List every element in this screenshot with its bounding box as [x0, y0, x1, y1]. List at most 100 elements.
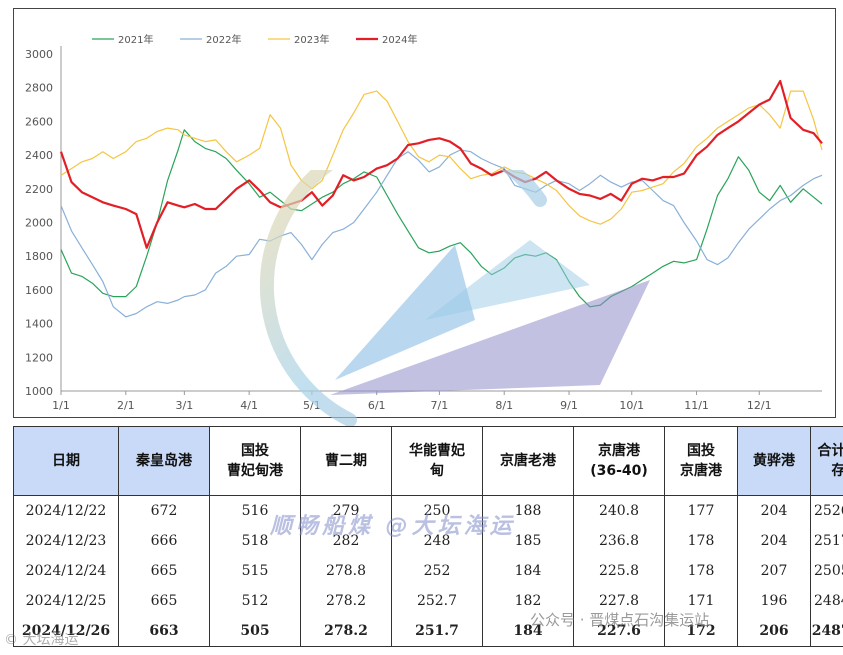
line-chart: 1000 1200 1400 1600 1800 2000 2200 2400 2600 2800…: [25, 33, 823, 412]
table-cell: 518: [209, 526, 301, 556]
y-tick-label: 1200: [25, 351, 53, 364]
header-cell: 京唐老港: [482, 426, 574, 496]
header-cell-text: 华能曹妃: [409, 443, 465, 459]
table-cell: 206: [737, 616, 811, 647]
port-inventory-table: 日期 秦皇岛港 国投 曹妃甸港 曹二期 华能曹妃甸京唐老港 京唐港 (36-40) 国投 京唐港黄…: [13, 426, 843, 647]
table-cell: 672: [118, 495, 210, 526]
header-cell-text: 国投: [241, 443, 269, 459]
table-header-row: 日期 秦皇岛港 国投 曹妃甸港 曹二期 华能曹妃甸京唐老港 京唐港 (36-40) 国投 京唐港黄…: [13, 426, 843, 496]
table-cell: 184: [482, 556, 574, 586]
table-cell: 665: [118, 586, 210, 616]
table-cell: 665: [118, 556, 210, 586]
table-cell: 2024/12/26: [13, 616, 119, 647]
table-cell: 2484.7: [810, 586, 843, 616]
legend-label-3: 2023年: [294, 33, 329, 46]
x-tick-label: 1/1: [52, 399, 70, 412]
chart-frame: 1000 1200 1400 1600 1800 2000 2200 2400 2600 2800…: [13, 8, 836, 418]
header-cell-text: 日期: [52, 453, 80, 469]
table-cell: 248: [391, 526, 483, 556]
table-cell: 172: [664, 616, 738, 647]
table-cell: 196: [737, 586, 811, 616]
table-cell: 2024/12/23: [13, 526, 119, 556]
table-cell: 178: [664, 556, 738, 586]
x-tick-label: 3/1: [175, 399, 193, 412]
table-row: 2024/12/25 665 512 278.2 252.7 182 227.8 171 196…: [13, 586, 843, 616]
table-cell: 177: [664, 495, 738, 526]
table-cell: 278.2: [300, 586, 392, 616]
header-cell-text: 黄骅港: [753, 453, 795, 469]
table-cell: 2517.8: [810, 526, 843, 556]
table-cell: 236.8: [573, 526, 665, 556]
header-cell: 曹二期: [300, 426, 392, 496]
y-tick-label: 1600: [25, 284, 53, 297]
table-cell: 171: [664, 586, 738, 616]
y-tick-label: 2200: [25, 183, 53, 196]
table-cell: 184: [482, 616, 574, 647]
table-cell: 250: [391, 495, 483, 526]
series-line-3: [60, 90, 823, 225]
table-cell: 178: [664, 526, 738, 556]
header-cell-text: 曹妃甸港: [227, 463, 283, 479]
legend-label-2: 2022年: [206, 33, 241, 46]
y-tick-label: 3000: [25, 48, 53, 61]
table-cell: 505: [209, 616, 301, 647]
table-cell: 225.8: [573, 556, 665, 586]
table-cell: 2024/12/22: [13, 495, 119, 526]
legend-label-4: 2024年: [382, 33, 417, 46]
table-cell: 666: [118, 526, 210, 556]
table-cell: 515: [209, 556, 301, 586]
x-tick-label: 2/1: [117, 399, 135, 412]
x-tick-label: 4/1: [240, 399, 258, 412]
table-cell: 2024/12/25: [13, 586, 119, 616]
table-cell: 182: [482, 586, 574, 616]
header-cell-text: 京唐港: [598, 443, 640, 459]
header-cell-text: 京唐港: [680, 463, 722, 479]
series-line-1: [60, 129, 823, 308]
y-tick-label: 1800: [25, 250, 53, 263]
table-cell: 240.8: [573, 495, 665, 526]
table-cell: 278.2: [300, 616, 392, 647]
y-tick-label: 2400: [25, 149, 53, 162]
header-cell: 黄骅港: [737, 426, 811, 496]
header-cell-text: 京唐老港: [500, 453, 556, 469]
header-cell-text: 曹二期: [325, 453, 367, 469]
table-row: 2024/12/26 663 505 278.2 251.7 184 227.6 172 206…: [13, 616, 843, 647]
header-cell: 国投 京唐港: [664, 426, 738, 496]
table-row: 2024/12/24 665 515 278.8 252 184 225.8 178 207 25…: [13, 556, 843, 586]
table-cell: 2024/12/24: [13, 556, 119, 586]
legend-label-1: 2021年: [118, 33, 153, 46]
y-tick-label: 2000: [25, 217, 53, 230]
header-cell: 华能曹妃甸: [391, 426, 483, 496]
table-cell: 252: [391, 556, 483, 586]
table-body: 2024/12/22672516279250188240.81772042526…: [13, 495, 843, 647]
table-cell: 204: [737, 526, 811, 556]
table-cell: 2505.6: [810, 556, 843, 586]
header-cell-text: 国投: [687, 443, 715, 459]
x-tick-label: 8/1: [495, 399, 513, 412]
header-cell: 秦皇岛港: [118, 426, 210, 496]
table-row: 2024/12/22672516279250188240.81772042526…: [13, 495, 843, 526]
table-cell: 2487.5: [810, 616, 843, 647]
table-cell: 188: [482, 495, 574, 526]
footer-watermark-right: 公众号 · 晋煤点石沟集运站: [530, 611, 710, 629]
x-tick-label: 7/1: [431, 399, 449, 412]
table-cell: 185: [482, 526, 574, 556]
header-cell: 国投 曹妃甸港: [209, 426, 301, 496]
table-cell: 516: [209, 495, 301, 526]
footer-watermark-left: © 大坛海运: [4, 632, 79, 648]
header-cell-text: 甸: [430, 463, 444, 479]
boat-logo-watermark: [260, 170, 650, 427]
table-cell: 278.8: [300, 556, 392, 586]
table-cell: 279: [300, 495, 392, 526]
x-tick-label: 6/1: [368, 399, 386, 412]
x-tick-label: 9/1: [560, 399, 578, 412]
header-cell-text: 合计库存: [817, 443, 843, 479]
y-tick-label: 2600: [25, 115, 53, 128]
x-tick-label: 11/1: [684, 399, 709, 412]
x-tick-label: 12/1: [747, 399, 772, 412]
table-cell: 2526.8: [810, 495, 843, 526]
y-tick-label: 1000: [25, 385, 53, 398]
header-cell: 合计库存: [810, 426, 843, 496]
series-line-4: [59, 79, 823, 249]
y-tick-label: 1400: [25, 318, 53, 331]
